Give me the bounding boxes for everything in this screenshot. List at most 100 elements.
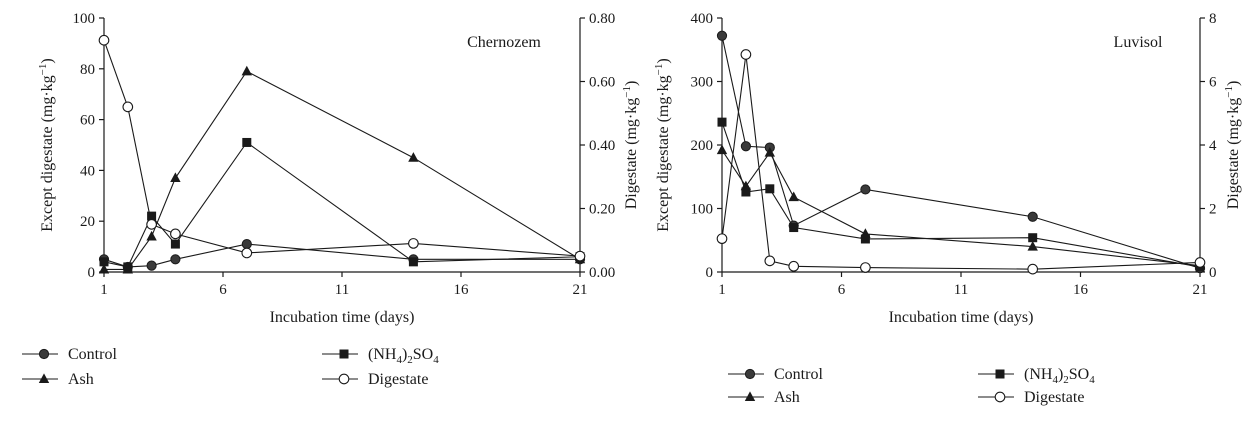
data-point [170,254,181,265]
legend-label-text: Digestate [1024,389,1084,406]
data-point [740,49,752,60]
legend-label-text: ) [402,346,407,363]
data-point [1027,211,1038,222]
legend-label: Ash [774,389,800,406]
data-point [1028,233,1038,243]
data-point [98,263,110,274]
data-point [860,262,871,273]
legend-marker [994,391,1006,403]
legend-label-text: (NH [368,346,397,363]
data-point [170,239,180,249]
legend-label-text: SO [413,346,433,363]
y2-axis-title-main: Digestate (mg·kg [1225,98,1242,210]
series-line [721,149,1201,267]
data-point [789,223,799,233]
y-axis-title-close: ) [39,58,56,63]
legend-label-text: Ash [68,371,94,388]
data-point [408,152,419,162]
data-point [123,262,133,272]
y2-axis-title-exp: −1 [1223,86,1235,98]
legend-item: Ash [22,371,94,388]
y2-tick-label: 0.00 [589,265,615,281]
y-axis-title: Except digestate (mg·kg−1) [653,58,672,231]
data-point [740,141,752,152]
legend-label-text: (NH [1024,366,1053,383]
y-tick-label: 40 [80,163,95,179]
data-point [716,233,728,245]
legend-item: Digestate [322,371,428,388]
panel-annotation: Chernozem [467,34,541,51]
x-tick-label: 11 [335,282,349,298]
y2-tick-label: 0.80 [589,11,615,27]
legend-label: Control [68,346,117,363]
series-line [103,40,581,257]
series-ash [716,144,1206,270]
x-tick-label: 1 [718,282,726,298]
y-tick-label: 200 [691,138,714,154]
y-axis-title-exp: −1 [37,64,49,76]
data-point [146,219,157,230]
data-point [241,65,252,76]
legend-item: Digestate [978,389,1084,406]
data-point [408,238,419,249]
y2-axis-title-close: ) [623,81,640,86]
legend-label: Digestate [368,371,428,388]
data-point [764,147,775,157]
y2-tick-label: 0.40 [589,138,615,154]
data-point [788,260,800,272]
y2-tick-label: 0.20 [589,202,615,218]
legend-item: Control [728,366,823,383]
legend-marker [38,373,50,383]
legend-sub: 2 [1063,374,1069,386]
y2-axis-title: Digestate (mg·kg−1) [1223,81,1242,210]
x-tick-label: 21 [573,282,588,298]
y-tick-label: 0 [706,265,714,281]
legend-label-text: SO [1069,366,1089,383]
legend-label-text: Control [68,346,117,363]
data-point [241,247,253,259]
legend-2: Control (NH4)2SO4 Ash Digestate [728,366,1095,406]
legend-sub: 4 [396,354,402,366]
x-axis-title: Incubation time (days) [889,309,1034,326]
legend-label: (NH4)2SO4 [1024,366,1095,386]
series-control [716,30,1206,274]
x-tick-label: 16 [454,282,470,298]
x-axis-title: Incubation time (days) [270,309,415,326]
data-point [147,211,157,221]
y-axis-title: Except digestate (mg·kg−1) [37,58,56,231]
legend-marker [995,369,1005,379]
y2-axis-title-close: ) [1225,81,1242,86]
y2-tick-label: 0.60 [589,75,615,91]
series-line [721,35,1201,269]
y2-axis-title-exp: −1 [621,86,633,98]
legend-sub: 4 [433,354,439,366]
data-point [170,172,181,183]
legend-marker [38,348,50,360]
data-point [242,137,252,147]
series-digestate [98,34,586,262]
legend-label: (NH4)2SO4 [368,346,439,366]
legend-item: Control [22,346,117,363]
data-point [716,144,728,155]
data-point [860,234,870,244]
y-tick-label: 20 [80,214,95,230]
data-point [1194,257,1206,268]
y-tick-label: 400 [691,11,714,27]
y-axis-title-exp: −1 [653,64,665,76]
legend-label: Ash [68,371,94,388]
y2-tick-label: 4 [1209,138,1217,154]
y2-tick-label: 2 [1209,202,1217,218]
data-point [122,101,134,113]
series-nh42so4 [717,117,1205,272]
panel-annotation: Luvisol [1114,34,1163,51]
legend-sub: 2 [407,354,413,366]
x-tick-label: 16 [1073,282,1089,298]
data-point [741,187,751,197]
legend-label-text: Control [774,366,823,383]
y2-axis-title: Digestate (mg·kg−1) [621,81,640,210]
data-point [170,228,181,240]
data-point [574,250,586,262]
y-tick-label: 100 [691,202,714,218]
